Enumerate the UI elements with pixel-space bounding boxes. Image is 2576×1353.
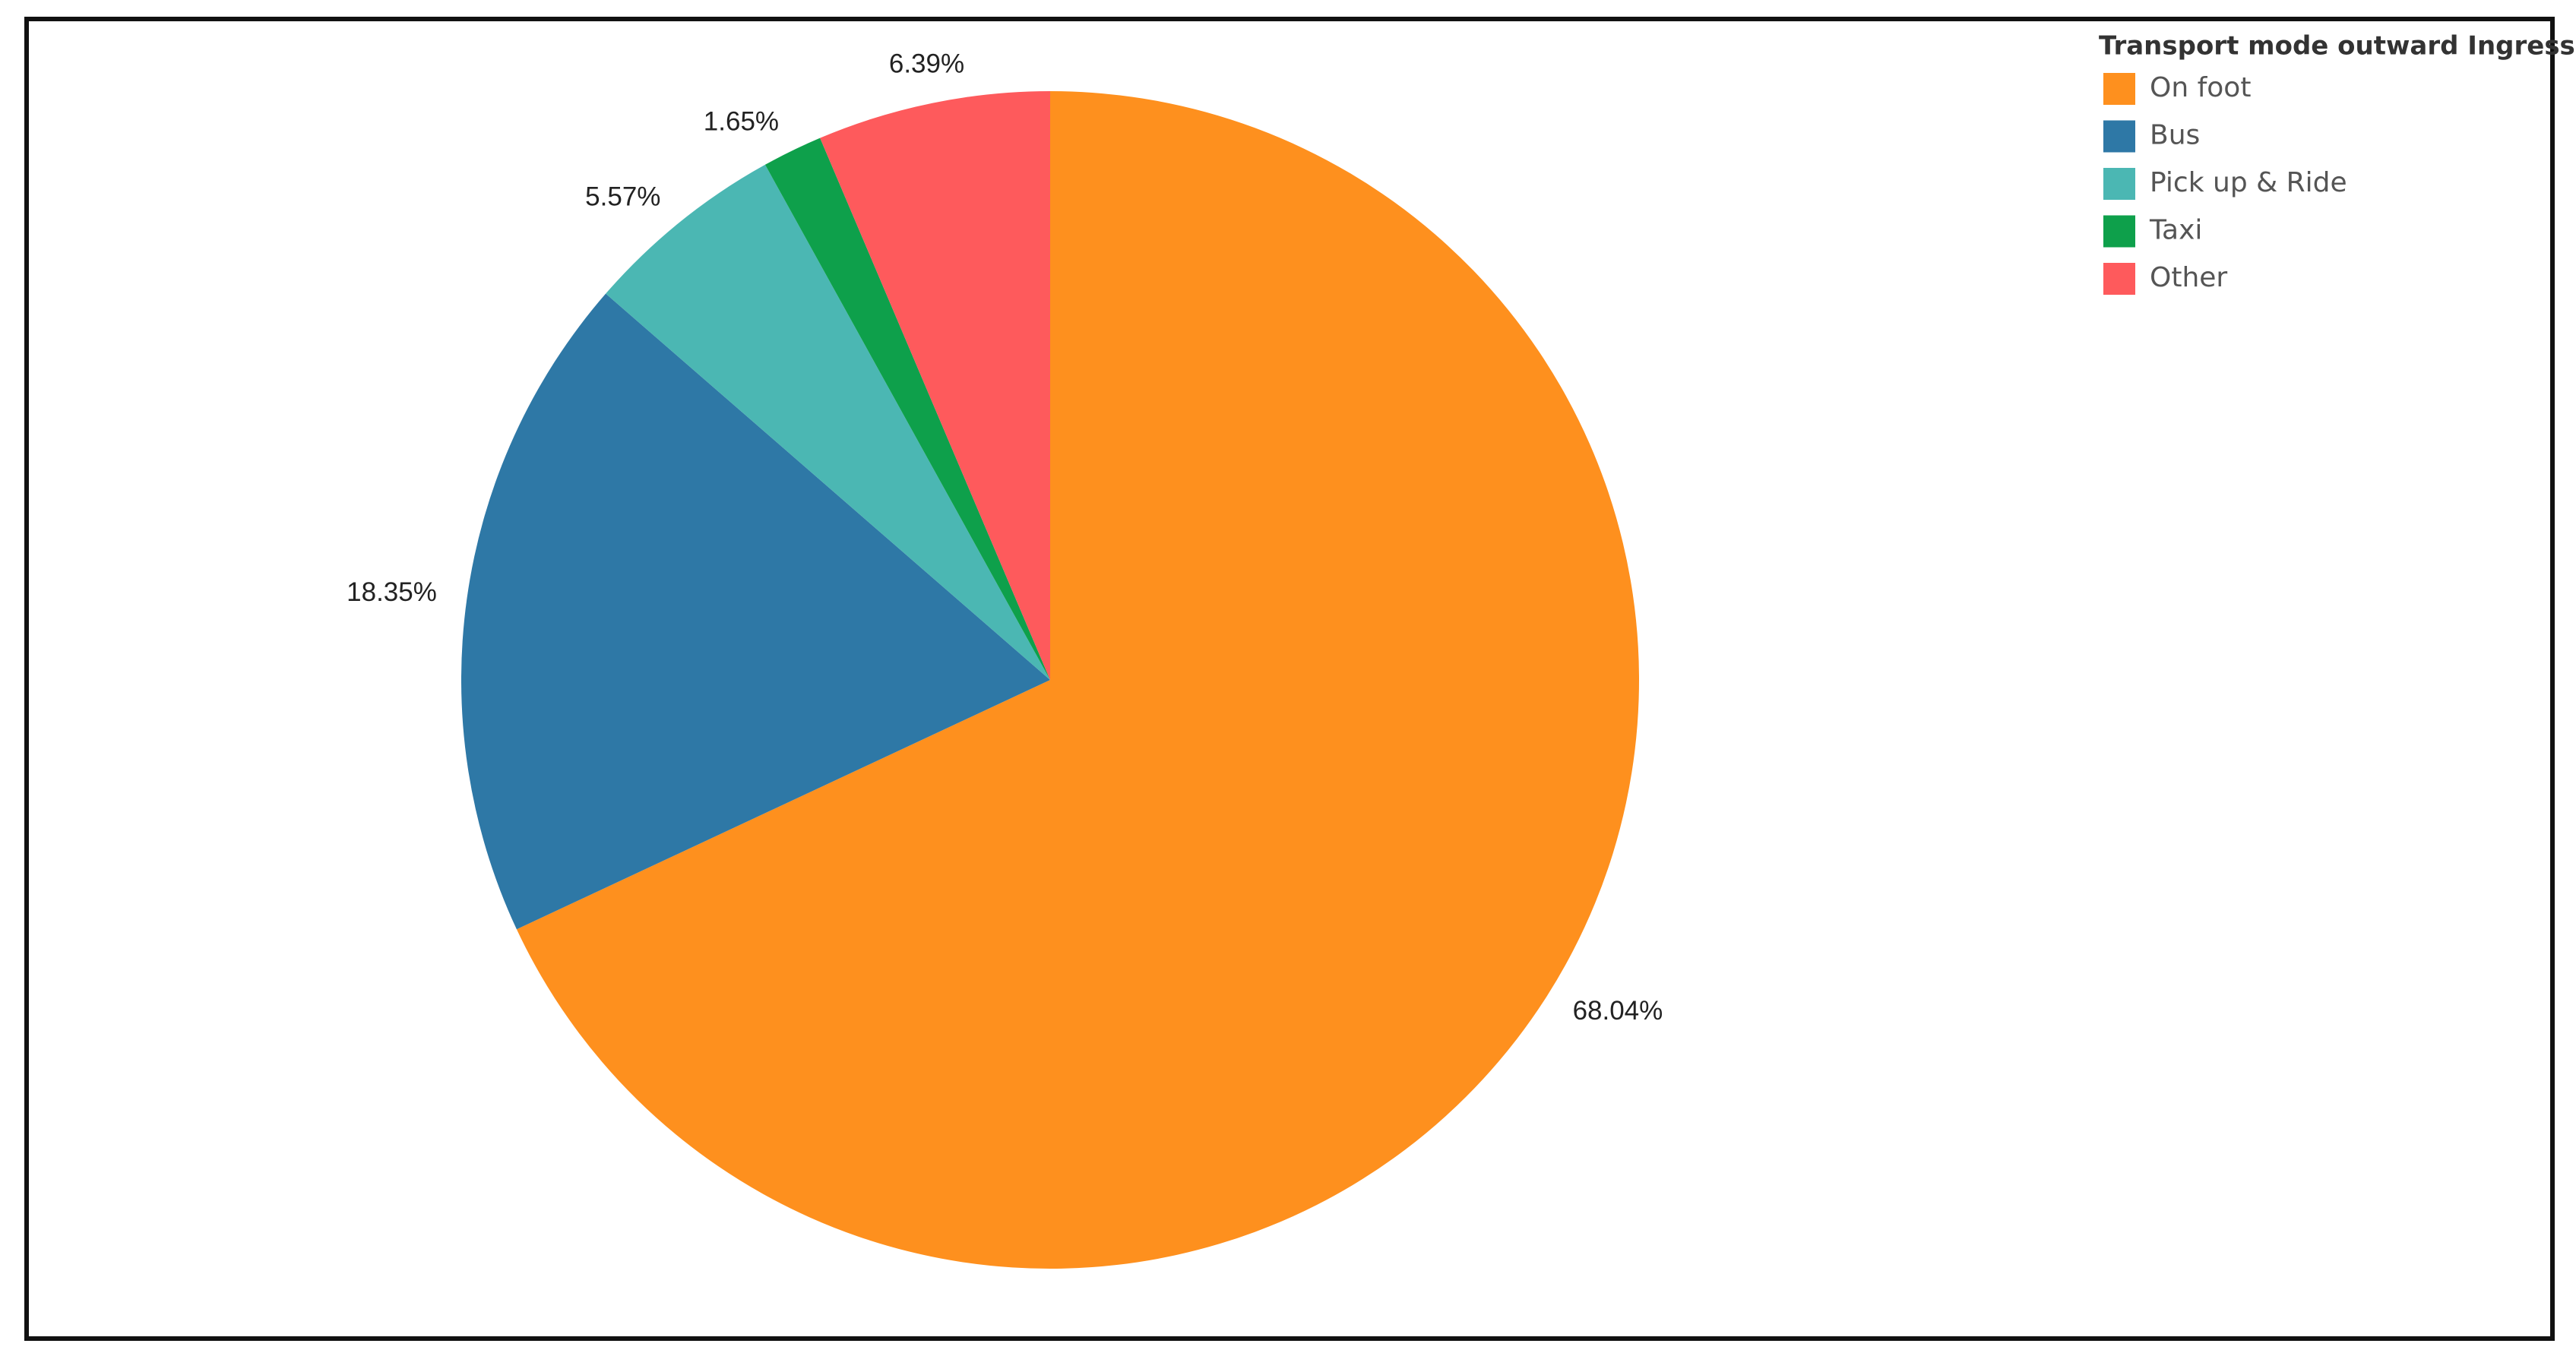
- pie-slice: [606, 164, 1050, 680]
- data-label: 18.35%: [347, 577, 437, 607]
- legend-swatch: [2103, 73, 2135, 105]
- legend-title: Transport mode outward Ingress: [2099, 31, 2575, 62]
- legend-swatch: [2103, 120, 2135, 153]
- data-label: 1.65%: [704, 107, 779, 137]
- legend-swatch: [2103, 215, 2135, 248]
- legend-label: Taxi: [2149, 215, 2202, 246]
- legend-label: Pick up & Ride: [2150, 167, 2347, 198]
- data-label: 6.39%: [889, 49, 964, 79]
- pie-slice: [516, 91, 1640, 1269]
- pie-slice: [461, 293, 1050, 930]
- legend-label: Other: [2150, 262, 2227, 293]
- legend-label: Bus: [2150, 120, 2200, 151]
- legend-label: On foot: [2150, 72, 2251, 103]
- data-label: 68.04%: [1573, 996, 1663, 1026]
- pie-slice: [764, 138, 1050, 680]
- legend-swatch: [2103, 263, 2135, 295]
- legend-swatch: [2103, 168, 2135, 200]
- data-label: 5.57%: [585, 182, 660, 212]
- pie-slice: [820, 91, 1050, 680]
